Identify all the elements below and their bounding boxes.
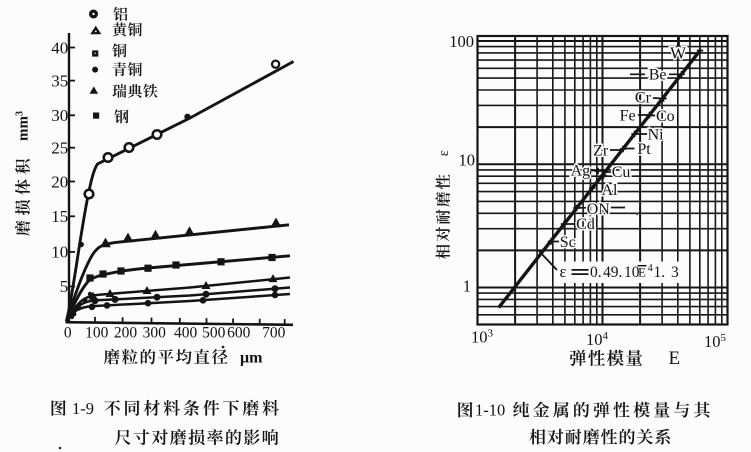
svg-text:20: 20 xyxy=(51,172,68,191)
svg-text:1-9: 1-9 xyxy=(72,399,94,418)
svg-text:49.: 49. xyxy=(603,264,622,281)
svg-text:15: 15 xyxy=(51,207,68,226)
svg-text:W: W xyxy=(670,44,687,63)
svg-text:Al: Al xyxy=(602,182,619,199)
svg-text:100: 100 xyxy=(85,324,109,341)
svg-text:ε: ε xyxy=(436,150,452,156)
svg-text:1-10: 1-10 xyxy=(475,401,505,420)
svg-text:500: 500 xyxy=(202,324,226,341)
svg-text:10: 10 xyxy=(459,151,476,170)
svg-text:1.: 1. xyxy=(654,264,666,281)
svg-text:1: 1 xyxy=(463,276,471,295)
svg-text:30: 30 xyxy=(51,106,68,125)
svg-text:ε: ε xyxy=(560,262,567,281)
svg-text:Cd: Cd xyxy=(576,216,595,233)
svg-text:E: E xyxy=(638,265,646,280)
svg-text:μm: μm xyxy=(240,350,263,367)
svg-text:10: 10 xyxy=(51,243,68,262)
svg-text:35: 35 xyxy=(51,71,68,90)
svg-text:ON: ON xyxy=(587,201,611,218)
svg-text:600: 600 xyxy=(227,324,251,341)
svg-text:E: E xyxy=(669,348,681,369)
svg-text:3: 3 xyxy=(671,264,679,281)
svg-text:25: 25 xyxy=(51,139,68,158)
svg-text:Pt: Pt xyxy=(637,141,651,158)
svg-text:400: 400 xyxy=(174,324,198,341)
svg-text:mm3: mm3 xyxy=(15,111,32,141)
svg-text:700: 700 xyxy=(262,324,286,341)
svg-text:Sc: Sc xyxy=(560,234,576,251)
svg-text:Co: Co xyxy=(656,108,675,125)
svg-text:5: 5 xyxy=(60,277,69,296)
svg-text:0: 0 xyxy=(64,324,72,341)
svg-text:Ag: Ag xyxy=(571,163,591,180)
svg-text:10: 10 xyxy=(624,264,640,281)
svg-text:200: 200 xyxy=(114,324,138,341)
svg-text:Cu: Cu xyxy=(612,164,631,181)
svg-text:0.: 0. xyxy=(590,264,602,281)
svg-text:40: 40 xyxy=(51,38,68,57)
svg-text:4: 4 xyxy=(648,263,654,274)
svg-text:Be: Be xyxy=(649,67,667,84)
svg-text:Fe: Fe xyxy=(620,107,636,124)
svg-text:Ni: Ni xyxy=(648,126,665,143)
svg-text:Cr: Cr xyxy=(635,90,652,107)
svg-text:300: 300 xyxy=(143,324,167,341)
svg-text:Zr: Zr xyxy=(593,142,609,159)
svg-text:100: 100 xyxy=(449,32,474,51)
